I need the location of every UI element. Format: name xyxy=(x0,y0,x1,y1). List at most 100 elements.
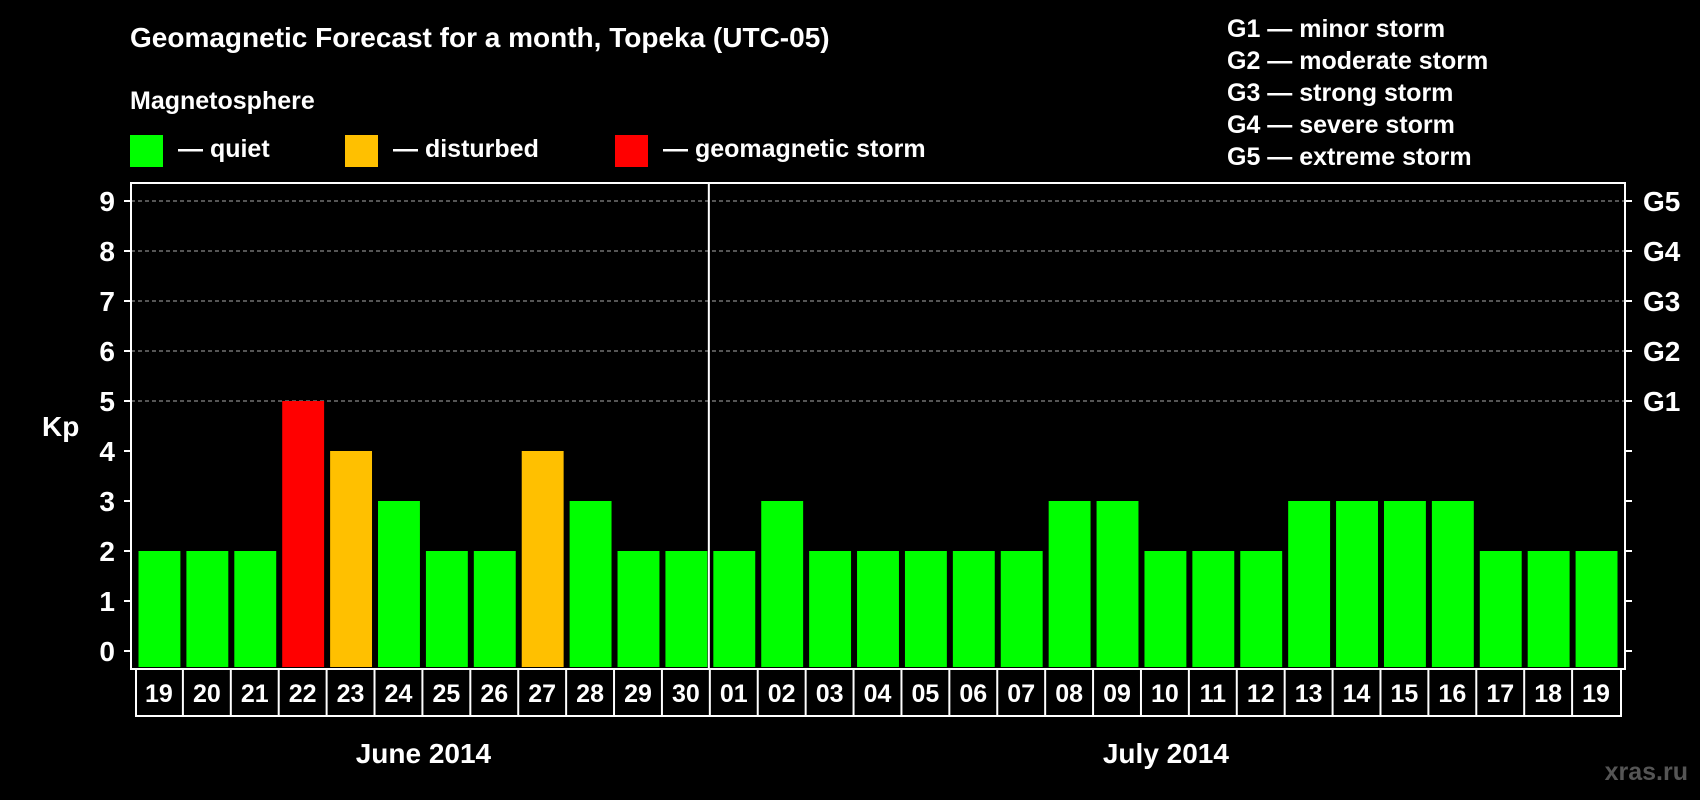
bar xyxy=(1144,551,1187,667)
x-tick-label: 01 xyxy=(720,680,748,708)
bar xyxy=(809,551,852,667)
bar xyxy=(857,551,899,667)
bar xyxy=(665,551,708,667)
bar xyxy=(1000,551,1043,667)
bar xyxy=(138,551,181,667)
x-tick-label: 04 xyxy=(864,680,892,708)
storm-scale-item: G2 — moderate storm xyxy=(1227,47,1488,75)
right-axis-label: G2 xyxy=(1643,336,1680,367)
y-axis-label: Kp xyxy=(42,411,79,442)
x-tick-label: 22 xyxy=(289,680,317,708)
bar xyxy=(761,501,804,667)
bar xyxy=(378,501,420,667)
x-tick-label: 21 xyxy=(241,680,269,708)
bar xyxy=(282,401,325,667)
bar xyxy=(1096,501,1139,667)
y-tick-label: 8 xyxy=(99,236,115,267)
x-tick-label: 11 xyxy=(1200,680,1227,708)
month-label: July 2014 xyxy=(1103,738,1230,769)
x-tick-label: 06 xyxy=(959,680,987,708)
y-tick-label: 7 xyxy=(99,286,115,317)
y-tick-label: 5 xyxy=(99,386,115,417)
bar xyxy=(1048,501,1091,667)
legend-label: — geomagnetic storm xyxy=(663,135,926,163)
bar xyxy=(1527,551,1570,667)
watermark: xras.ru xyxy=(1605,758,1688,786)
right-axis-label: G1 xyxy=(1643,386,1680,417)
bar xyxy=(952,551,995,667)
bar xyxy=(330,451,373,667)
month-labels: June 2014 July 2014 xyxy=(356,738,1230,769)
x-axis-labels: 19 20 21 22 23 24 25 26 27 28 29 30 01 02 03 04 05 06 07 08… xyxy=(135,668,1622,717)
x-tick-label: 02 xyxy=(768,680,796,708)
bar xyxy=(1575,551,1618,667)
x-tick-label: 12 xyxy=(1247,680,1275,708)
bar xyxy=(1383,501,1426,667)
y-tick-label: 6 xyxy=(99,336,115,367)
y-tick-label: 9 xyxy=(99,186,115,217)
bar xyxy=(521,451,564,667)
x-tick-label: 18 xyxy=(1534,680,1562,708)
legend-swatch xyxy=(345,135,378,167)
x-tick-label: 28 xyxy=(576,680,604,708)
bar xyxy=(569,501,612,667)
x-tick-label: 17 xyxy=(1486,680,1514,708)
x-tick-label: 14 xyxy=(1343,680,1371,708)
legend-swatch xyxy=(615,135,648,167)
x-tick-label: 07 xyxy=(1007,680,1035,708)
bar xyxy=(617,551,660,667)
legend: — quiet — disturbed — geomagnetic storm xyxy=(130,135,926,167)
x-tick-label: 15 xyxy=(1391,680,1419,708)
x-tick-label: 05 xyxy=(911,680,939,708)
bars xyxy=(138,401,1618,667)
bar xyxy=(1479,551,1522,667)
x-tick-label: 08 xyxy=(1055,680,1083,708)
y-tick-label: 2 xyxy=(99,536,115,567)
bar xyxy=(425,551,468,667)
y-tick-label: 4 xyxy=(99,436,115,467)
legend-label: — disturbed xyxy=(393,135,539,163)
bar xyxy=(904,551,947,667)
right-axis-label: G3 xyxy=(1643,286,1680,317)
storm-scale-item: G1 — minor storm xyxy=(1227,15,1445,43)
bar xyxy=(713,551,756,667)
bar xyxy=(1431,501,1474,667)
month-label: June 2014 xyxy=(356,738,492,769)
storm-scale-item: G4 — severe storm xyxy=(1227,111,1455,139)
axes: 0 1 2 3 4 5 6 7 8 9 G1 G2 G3 G4 G5 xyxy=(99,182,1681,670)
x-tick-label: 19 xyxy=(1582,680,1610,708)
x-tick-label: 23 xyxy=(337,680,365,708)
x-tick-label: 10 xyxy=(1151,680,1179,708)
right-axis-label: G5 xyxy=(1643,186,1680,217)
storm-scale-legend: G1 — minor storm G2 — moderate storm G3 — … xyxy=(1227,15,1488,171)
x-tick-label: 20 xyxy=(193,680,221,708)
bar xyxy=(186,551,229,667)
x-tick-label: 29 xyxy=(624,680,652,708)
x-tick-label: 30 xyxy=(672,680,700,708)
storm-scale-item: G5 — extreme storm xyxy=(1227,143,1472,171)
x-tick-label: 26 xyxy=(480,680,508,708)
x-tick-label: 25 xyxy=(432,680,460,708)
bar xyxy=(1240,551,1283,667)
x-tick-label: 16 xyxy=(1438,680,1466,708)
x-tick-label: 27 xyxy=(528,680,556,708)
x-tick-label: 09 xyxy=(1103,680,1131,708)
legend-label: — quiet xyxy=(178,135,270,163)
y-tick-label: 0 xyxy=(99,636,115,667)
y-tick-label: 1 xyxy=(99,586,115,617)
bar xyxy=(1288,501,1331,667)
y-tick-label: 3 xyxy=(99,486,115,517)
grid xyxy=(131,200,1625,402)
x-tick-label: 13 xyxy=(1295,680,1323,708)
x-tick-label: 03 xyxy=(816,680,844,708)
bar xyxy=(234,551,277,667)
bar xyxy=(1192,551,1235,667)
legend-heading: Magnetosphere xyxy=(130,87,315,115)
x-tick-label: 24 xyxy=(385,680,413,708)
bar xyxy=(473,551,516,667)
right-axis-label: G4 xyxy=(1643,236,1681,267)
date-strip xyxy=(135,668,1622,717)
chart-title: Geomagnetic Forecast for a month, Topeka… xyxy=(130,22,830,53)
legend-swatch xyxy=(130,135,163,167)
